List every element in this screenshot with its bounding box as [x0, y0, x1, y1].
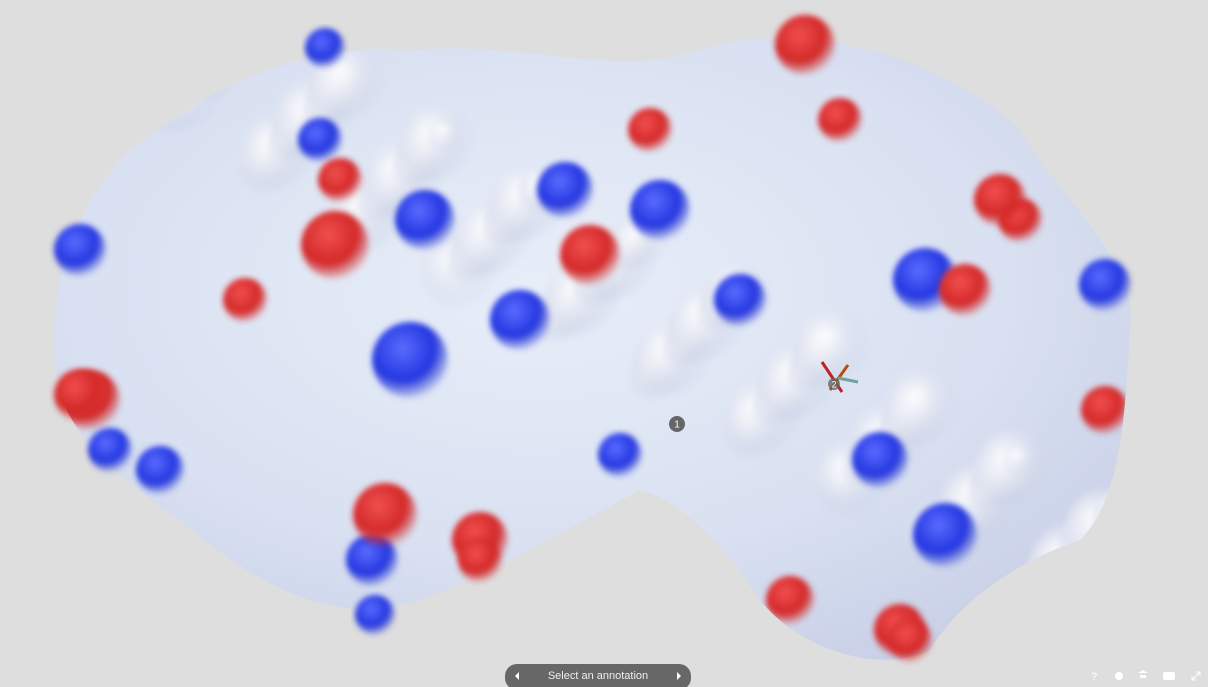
- surface-bumps: [54, 15, 1131, 662]
- surface-bump: [185, 609, 261, 660]
- surface-bump: [150, 54, 226, 130]
- negative-patch: [353, 483, 417, 547]
- surface-lobe: [355, 595, 395, 635]
- surface-bump: [183, 37, 249, 97]
- next-button[interactable]: [677, 672, 681, 680]
- surface-bump: [56, 608, 112, 660]
- positive-patch: [598, 433, 642, 477]
- annotation-marker[interactable]: [669, 416, 685, 432]
- positive-patch: [852, 432, 908, 488]
- surface-lobe: [458, 538, 502, 582]
- surface-bump: [53, 42, 88, 78]
- positive-patch: [913, 503, 977, 567]
- surface-lobe: [88, 428, 132, 472]
- settings-button[interactable]: [1115, 672, 1123, 680]
- surface-bump: [126, 538, 182, 594]
- surface-bump: [58, 596, 124, 660]
- surface-bump: [214, 610, 260, 656]
- surface-lobe: [775, 15, 835, 75]
- annotation-select[interactable]: Select an annotation: [548, 670, 648, 682]
- surface-bump: [122, 562, 158, 598]
- surface-lobe: [305, 28, 345, 68]
- surface-bump: [216, 598, 272, 654]
- surface-bump: [1002, 442, 1038, 478]
- surface-lobe: [54, 369, 106, 421]
- molecule-surface[interactable]: [52, 15, 1141, 685]
- positive-patch: [395, 190, 455, 250]
- annotation-bar-bg: [505, 664, 691, 687]
- positive-patch: [714, 274, 766, 326]
- annotation-number: 1: [674, 420, 680, 431]
- positive-patch: [136, 446, 184, 494]
- negative-patch: [318, 158, 362, 202]
- surface-bump: [87, 597, 123, 633]
- surface-bump: [1094, 490, 1131, 536]
- surface-bump: [91, 573, 147, 629]
- surface-bump: [1024, 560, 1070, 606]
- negative-patch: [818, 98, 862, 142]
- negative-patch: [223, 278, 267, 322]
- surface-body: [53, 37, 1131, 660]
- annotation-marker[interactable]: [828, 378, 840, 390]
- surface-lobe: [888, 618, 932, 662]
- surface-bump: [60, 584, 136, 660]
- vr-button[interactable]: [1163, 672, 1175, 680]
- positive-patch: [372, 322, 448, 398]
- fullscreen-button[interactable]: [1191, 671, 1201, 681]
- annotation-number: 2: [831, 379, 836, 389]
- learn-button[interactable]: [1138, 670, 1148, 678]
- surface-bump: [885, 369, 961, 445]
- help-button[interactable]: ?: [1091, 671, 1097, 683]
- negative-patch: [939, 264, 991, 316]
- surface-lobe: [1079, 259, 1131, 311]
- negative-patch: [766, 576, 814, 624]
- surface-bump: [212, 622, 248, 658]
- surface-bump: [218, 586, 284, 652]
- surface-bump: [1022, 572, 1058, 608]
- surface-bump: [93, 561, 159, 627]
- positive-patch: [537, 162, 593, 218]
- annotation-bar: Select an annotation: [505, 664, 691, 687]
- surface-lobe: [974, 174, 1026, 226]
- negative-patch: [560, 225, 620, 285]
- surface-bump: [427, 117, 463, 153]
- negative-patch: [628, 108, 672, 152]
- negative-patch: [301, 211, 369, 279]
- positive-patch: [298, 118, 342, 162]
- bond: [837, 376, 859, 384]
- positive-patch: [490, 290, 550, 350]
- surface-bump: [795, 309, 871, 385]
- positive-patch: [630, 180, 690, 240]
- negative-patch: [1081, 386, 1129, 434]
- surface-bump: [54, 620, 100, 660]
- surface-bump: [177, 67, 213, 103]
- surface-lobe: [54, 224, 106, 276]
- surface-bump: [124, 550, 170, 596]
- surface-bump: [95, 549, 171, 625]
- surface-bump: [89, 585, 135, 631]
- prev-button[interactable]: [515, 672, 519, 680]
- toolbar: ?: [1091, 670, 1201, 683]
